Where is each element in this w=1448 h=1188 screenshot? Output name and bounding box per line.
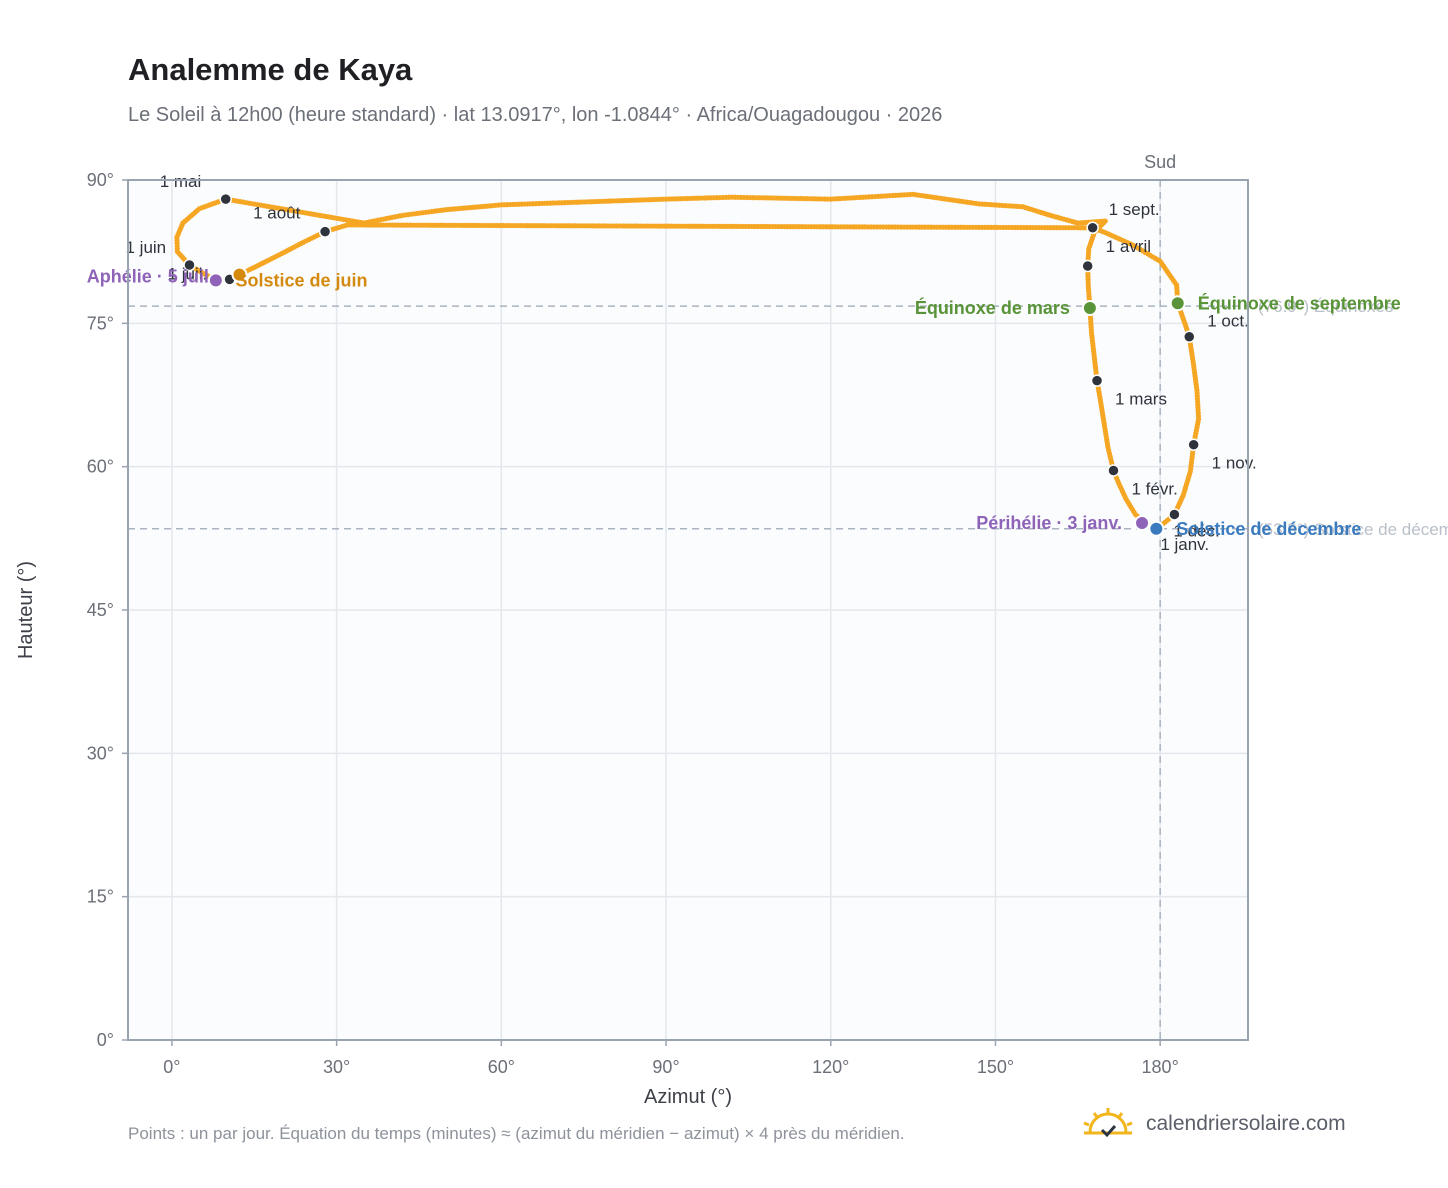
event-label: Solstice de décembre: [1176, 519, 1361, 539]
month-marker: [1168, 508, 1181, 521]
month-label: 1 août: [253, 204, 301, 223]
month-marker: [1090, 374, 1104, 387]
chart-title: Analemme de Kaya: [128, 52, 413, 87]
month-label: 1 sept.: [1109, 200, 1160, 219]
x-tick-label: 90°: [652, 1057, 679, 1077]
event-label: Solstice de juin: [235, 271, 367, 291]
x-tick-label: 30°: [323, 1057, 350, 1077]
event-marker: [1169, 295, 1186, 312]
event-marker: [1081, 300, 1098, 317]
event-label: Équinoxe de septembre: [1198, 292, 1401, 313]
month-label: 1 juin: [125, 238, 166, 257]
x-tick-label: 180°: [1142, 1057, 1179, 1077]
y-tick-label: 60°: [87, 457, 114, 477]
y-axis-label: Hauteur (°): [15, 561, 37, 659]
y-tick-label: 90°: [87, 170, 114, 190]
chart-subtitle: Le Soleil à 12h00 (heure standard) · lat…: [128, 104, 943, 126]
month-label: 1 févr.: [1131, 479, 1177, 498]
axis-ticks: 0° 30° 60° 90° 120° 150° 180° 0° 15° 30° 45° 60° 75°…: [87, 170, 1179, 1077]
y-tick-label: 0°: [97, 1030, 114, 1050]
grid: [128, 179, 1248, 1041]
month-marker: [1081, 259, 1094, 273]
month-label: 1 oct.: [1207, 312, 1249, 331]
sun-logo-icon: [1083, 1108, 1133, 1138]
x-tick-label: 60°: [488, 1057, 515, 1077]
month-marker: [1183, 330, 1196, 343]
event-marker: [231, 266, 248, 283]
event-label: Aphélie · 5 juil.: [87, 266, 214, 286]
month-label: 1 avril: [1106, 237, 1151, 256]
month-label: 1 janv.: [1160, 535, 1209, 554]
y-tick-label: 15°: [87, 887, 114, 907]
month-marker: [1086, 221, 1099, 235]
month-label: 1 déc.: [1173, 521, 1219, 540]
month-label: 1 nov.: [1212, 454, 1257, 473]
event-label: Équinoxe de mars: [915, 297, 1070, 318]
month-marker: [1107, 464, 1120, 477]
month-label: 1 mars: [1115, 390, 1167, 409]
y-tick-label: 75°: [87, 313, 114, 333]
month-label: 1 mai: [160, 172, 202, 191]
altitude-reference-label: (53.5°) Solstice de décembre: [1258, 520, 1448, 539]
x-axis-label: Azimut (°): [644, 1086, 732, 1108]
y-tick-label: 45°: [87, 600, 114, 620]
month-marker: [1187, 438, 1200, 451]
event-marker: [1148, 520, 1165, 537]
analemma-curve: [174, 191, 1202, 531]
brand-logo: calendriersolaire.com: [1082, 1104, 1346, 1144]
event-label: Périhélie · 3 janv.: [976, 513, 1122, 533]
footnote: Points : un par jour. Équation du temps …: [128, 1124, 905, 1143]
event-marker: [1134, 515, 1151, 532]
reference-lines: Sud (76.9°) Équinoxes (53.5°) Solstice de …: [128, 152, 1448, 1040]
month-marker: [219, 192, 232, 206]
y-tick-label: 30°: [87, 743, 114, 763]
x-tick-label: 150°: [977, 1057, 1014, 1077]
month-label: 1 juil.: [168, 264, 208, 283]
x-tick-label: 0°: [163, 1057, 180, 1077]
brand-name: calendriersolaire.com: [1146, 1112, 1346, 1135]
month-marker: [318, 225, 332, 238]
month-marker: [183, 258, 196, 272]
x-tick-label: 120°: [812, 1057, 849, 1077]
event-marker: [207, 272, 224, 289]
south-label: Sud: [1144, 152, 1176, 172]
altitude-reference-label: (76.9°) Équinoxes: [1258, 297, 1393, 316]
